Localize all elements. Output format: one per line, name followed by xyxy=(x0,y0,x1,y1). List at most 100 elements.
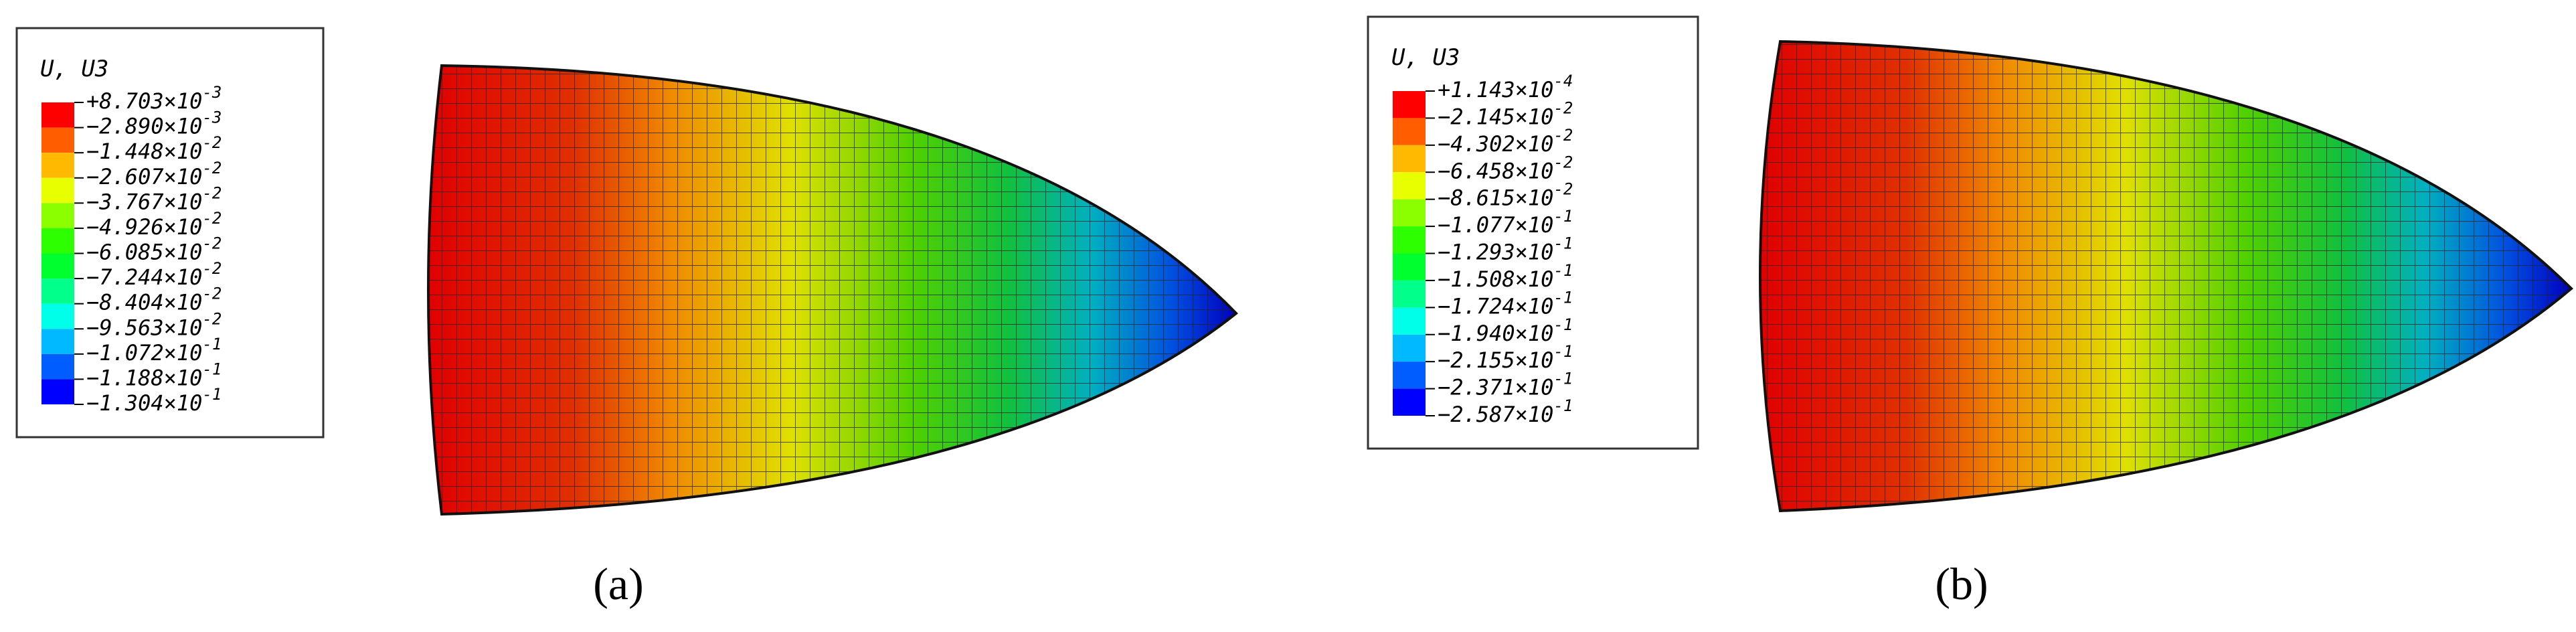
legend-label: −6.458×10-2 xyxy=(1438,153,1573,183)
label-mantissa: −9.563×10 xyxy=(86,315,202,340)
legend-label: −4.926×10-2 xyxy=(86,209,222,240)
legend-label: −6.085×10-2 xyxy=(86,234,222,265)
legend-swatch xyxy=(41,102,74,128)
label-mantissa: −8.404×10 xyxy=(86,290,202,315)
legend-swatch xyxy=(41,253,74,279)
legend-label: −2.155×10-1 xyxy=(1438,342,1573,373)
label-mantissa: −2.607×10 xyxy=(86,164,202,189)
legend-label: +1.143×10-4 xyxy=(1438,72,1573,102)
label-exponent: -1 xyxy=(1553,396,1573,415)
label-mantissa: −7.244×10 xyxy=(86,264,202,290)
legend-swatch xyxy=(1393,199,1426,227)
label-exponent: -1 xyxy=(1553,261,1573,280)
legend-label: −1.508×10-1 xyxy=(1438,261,1573,292)
label-exponent: -2 xyxy=(202,159,222,177)
legend-swatch xyxy=(41,303,74,329)
label-mantissa: −1.304×10 xyxy=(86,390,202,416)
panel-caption: (a) xyxy=(593,558,643,609)
label-mantissa: −6.458×10 xyxy=(1438,158,1553,183)
label-exponent: -1 xyxy=(1553,315,1573,334)
legend-label: −2.145×10-2 xyxy=(1438,98,1573,129)
label-exponent: -1 xyxy=(1553,234,1573,253)
label-exponent: -1 xyxy=(1553,207,1573,226)
label-mantissa: −3.767×10 xyxy=(86,189,202,214)
legend-swatch xyxy=(1393,362,1426,389)
label-exponent: -2 xyxy=(202,259,222,278)
label-exponent: -1 xyxy=(202,385,222,404)
legend-swatch xyxy=(1393,226,1426,254)
legend-label: −1.940×10-1 xyxy=(1438,315,1573,346)
legend-label: −4.302×10-2 xyxy=(1438,126,1573,157)
label-mantissa: −2.587×10 xyxy=(1438,402,1553,427)
legend-label: −1.448×10-2 xyxy=(86,133,222,164)
legend-label: −2.371×10-1 xyxy=(1438,370,1573,400)
label-mantissa: +8.703×10 xyxy=(86,88,202,114)
label-mantissa: −1.940×10 xyxy=(1438,321,1553,346)
label-mantissa: −1.077×10 xyxy=(1438,212,1553,238)
legend-label: −2.607×10-2 xyxy=(86,159,222,189)
legend-swatch xyxy=(1393,118,1426,145)
legend-label: −1.072×10-1 xyxy=(86,335,222,366)
legend-label: −1.304×10-1 xyxy=(86,385,222,416)
label-mantissa: −2.371×10 xyxy=(1438,375,1553,400)
label-mantissa: +1.143×10 xyxy=(1438,77,1553,102)
label-exponent: -1 xyxy=(202,335,222,353)
model-a xyxy=(427,64,1238,516)
legend-title: U, U3 xyxy=(1391,44,1460,71)
label-exponent: -2 xyxy=(202,309,222,328)
label-exponent: -2 xyxy=(202,133,222,152)
label-exponent: -3 xyxy=(202,83,222,102)
label-exponent: -3 xyxy=(202,108,222,127)
legend-label: −2.587×10-1 xyxy=(1438,396,1573,427)
label-mantissa: −1.508×10 xyxy=(1438,266,1553,292)
legend-swatch xyxy=(1393,172,1426,200)
legend-swatch xyxy=(1393,388,1426,416)
legend-label: +8.703×10-3 xyxy=(86,83,222,114)
legend-label: −1.077×10-1 xyxy=(1438,207,1573,238)
legend-label: −1.293×10-1 xyxy=(1438,234,1573,265)
legend-label: −1.724×10-1 xyxy=(1438,288,1573,319)
legend-label: −7.244×10-2 xyxy=(86,259,222,290)
label-mantissa: −1.724×10 xyxy=(1438,293,1553,319)
model-b xyxy=(1759,40,2573,513)
legend-swatch xyxy=(41,127,74,153)
legend-title: U, U3 xyxy=(40,56,108,82)
legend-swatch xyxy=(41,279,74,304)
legend-swatch xyxy=(41,153,74,178)
label-exponent: -2 xyxy=(202,234,222,253)
legend-swatch xyxy=(1393,253,1426,281)
label-mantissa: −1.448×10 xyxy=(86,139,202,164)
label-mantissa: −1.072×10 xyxy=(86,340,202,366)
label-exponent: -2 xyxy=(202,183,222,202)
label-exponent: -2 xyxy=(1553,153,1573,171)
legend-swatch xyxy=(1393,280,1426,308)
label-mantissa: −4.926×10 xyxy=(86,214,202,240)
legend-label: −9.563×10-2 xyxy=(86,309,222,340)
legend-swatch xyxy=(41,379,74,404)
label-mantissa: −1.188×10 xyxy=(86,365,202,390)
legend-swatch xyxy=(41,329,74,354)
legend: U, U3+1.143×10-4−2.145×10-2−4.302×10-2−6… xyxy=(1367,15,1699,450)
legend: U, U3+8.703×10-3−2.890×10-3−1.448×10-2−2… xyxy=(15,27,325,439)
legend-label: −8.404×10-2 xyxy=(86,285,222,315)
legend-swatch xyxy=(41,203,74,228)
legend-swatch xyxy=(1393,145,1426,173)
label-exponent: -2 xyxy=(1553,180,1573,199)
legend-label: −3.767×10-2 xyxy=(86,183,222,214)
label-mantissa: −8.615×10 xyxy=(1438,185,1553,211)
legend-label: −2.890×10-3 xyxy=(86,108,222,139)
label-mantissa: −2.890×10 xyxy=(86,114,202,139)
label-exponent: -1 xyxy=(1553,288,1573,307)
label-exponent: -2 xyxy=(1553,98,1573,117)
label-exponent: -1 xyxy=(202,360,222,378)
legend-label: −1.188×10-1 xyxy=(86,360,222,390)
label-exponent: -1 xyxy=(1553,342,1573,361)
legend-swatch xyxy=(41,228,74,254)
label-exponent: -2 xyxy=(202,209,222,228)
label-exponent: -4 xyxy=(1553,72,1573,90)
legend-swatch xyxy=(41,353,74,380)
label-mantissa: −4.302×10 xyxy=(1438,131,1553,157)
legend-swatch xyxy=(1393,91,1426,118)
label-mantissa: −6.085×10 xyxy=(86,240,202,265)
label-mantissa: −2.145×10 xyxy=(1438,104,1553,129)
